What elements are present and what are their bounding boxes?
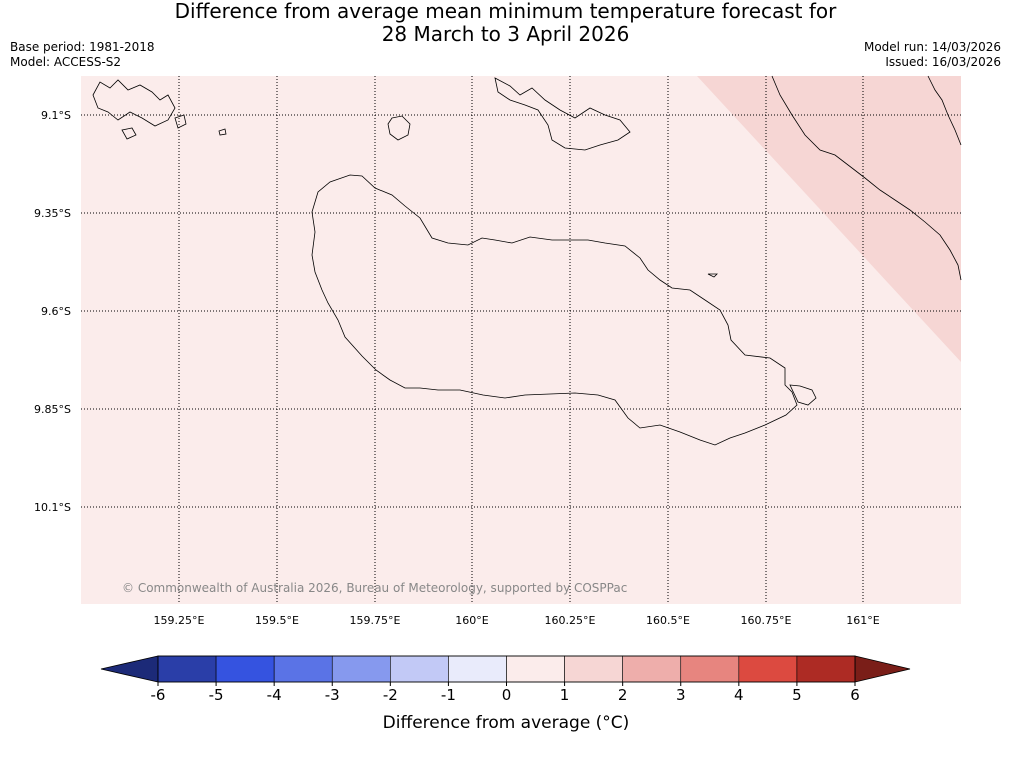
- model-name: Model: ACCESS-S2: [10, 55, 122, 69]
- title-line-1: Difference from average mean minimum tem…: [174, 0, 837, 23]
- coastline-russell-islet: [174, 114, 187, 129]
- colorbar-segment: [564, 655, 623, 683]
- lat-label: 9.6°S: [41, 305, 71, 318]
- colorbar-tick-label: 5: [792, 686, 802, 704]
- coastline-savo: [387, 115, 411, 141]
- colorbar-tick-label: 6: [850, 686, 860, 704]
- colorbar-segment: [331, 655, 391, 683]
- lat-label: 9.1°S: [41, 109, 71, 122]
- lon-label: 160°E: [455, 614, 488, 627]
- colorbar-label: Difference from average (°C): [383, 713, 630, 733]
- colorbar-segment: [796, 655, 856, 683]
- coastline-islet-east: [789, 384, 817, 406]
- colorbar-tick-label: 3: [676, 686, 686, 704]
- coastline-guadalcanal: [311, 174, 798, 446]
- colorbar-extend-low: [100, 655, 159, 683]
- colorbar-tick-label: -1: [441, 686, 456, 704]
- lon-label: 161°E: [846, 614, 879, 627]
- model-run: Model run: 14/03/2026: [863, 40, 1001, 54]
- coastlines: [92, 75, 962, 446]
- lat-label: 10.1°S: [34, 501, 71, 514]
- colorbar-segments: [157, 655, 856, 683]
- colorbar-segment: [680, 655, 740, 683]
- colorbar-tick-label: -4: [267, 686, 282, 704]
- colorbar-ticks: -6 -5 -4 -3 -2 -1 0 1 2 3 4 5 6: [151, 682, 860, 704]
- title-line-2: 28 March to 3 April 2026: [381, 22, 630, 46]
- lat-label: 9.35°S: [34, 207, 71, 220]
- colorbar-tick-label: 2: [618, 686, 628, 704]
- coastline-islet-small: [707, 273, 718, 278]
- warmer-region: [697, 76, 961, 362]
- colorbar-extend-high: [854, 655, 911, 683]
- colorbar-segment: [390, 655, 449, 683]
- colorbar: -6 -5 -4 -3 -2 -1 0 1 2 3 4 5 6 Difference from aver…: [100, 655, 911, 733]
- colorbar-segment: [157, 655, 217, 683]
- colorbar-tick-label: 0: [502, 686, 512, 704]
- coastline-russell-islet: [218, 128, 227, 136]
- lon-label: 159.5°E: [255, 614, 299, 627]
- coastline-nggela: [494, 77, 631, 151]
- lon-label: 159.25°E: [154, 614, 205, 627]
- lat-label: 9.85°S: [34, 403, 71, 416]
- colorbar-tick-label: -6: [151, 686, 166, 704]
- map-panel[interactable]: © Commonwealth of Australia 2026, Bureau…: [81, 75, 962, 604]
- copyright-text: © Commonwealth of Australia 2026, Bureau…: [122, 581, 627, 595]
- colorbar-tick-label: 4: [734, 686, 744, 704]
- colorbar-segment: [506, 655, 565, 683]
- meta-right: Model run: 14/03/2026 Issued: 16/03/2026: [864, 40, 1001, 70]
- colorbar-segment: [273, 655, 333, 683]
- lat-labels: 9.1°S 9.35°S 9.6°S 9.85°S 10.1°S: [34, 109, 71, 514]
- coastline-russell: [92, 79, 176, 127]
- base-period: Base period: 1981-2018: [10, 40, 155, 54]
- map-title: Difference from average mean minimum tem…: [0, 0, 1011, 46]
- colorbar-segment: [215, 655, 275, 683]
- colorbar-tick-label: 1: [560, 686, 570, 704]
- colorbar-segment: [448, 655, 507, 683]
- lon-labels: 159.25°E 159.5°E 159.75°E 160°E 160.25°E…: [154, 614, 880, 627]
- lon-label: 160.25°E: [545, 614, 596, 627]
- coastline-malaita-north: [927, 75, 962, 146]
- grid-lines: [81, 76, 961, 604]
- colorbar-tick-label: -2: [383, 686, 398, 704]
- coastline-russell-islet: [121, 127, 137, 140]
- colorbar-tick-label: -3: [325, 686, 340, 704]
- issued-date: Issued: 16/03/2026: [885, 55, 1001, 69]
- colorbar-segment: [738, 655, 798, 683]
- lon-label: 159.75°E: [350, 614, 401, 627]
- lon-label: 160.5°E: [646, 614, 690, 627]
- coastline-malaita: [771, 75, 962, 281]
- lon-label: 160.75°E: [741, 614, 792, 627]
- colorbar-tick-label: -5: [209, 686, 224, 704]
- colorbar-segment: [622, 655, 682, 683]
- meta-left: Base period: 1981-2018 Model: ACCESS-S2: [10, 40, 155, 70]
